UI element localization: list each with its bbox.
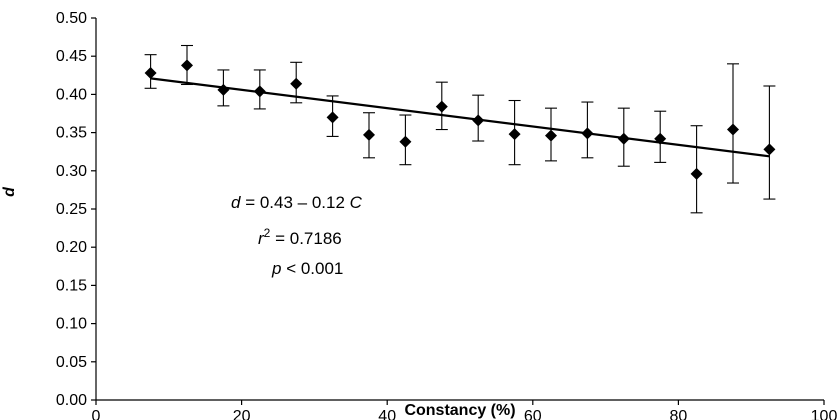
data-point-diamond	[545, 129, 557, 142]
x-tick-label: 0	[92, 408, 101, 420]
y-tick-label: 0.15	[56, 277, 87, 294]
y-tick-label: 0.25	[56, 201, 87, 218]
data-point-diamond	[654, 132, 667, 145]
data-point-diamond	[290, 77, 303, 90]
y-tick-group: 0.00 0.05 0.10 0.15 0.20 0.25 0.30 0.35 0.40 0.45…	[56, 10, 96, 409]
y-tick-label: 0.30	[56, 163, 87, 180]
data-point-diamond	[326, 111, 339, 124]
data-point-diamond	[363, 128, 375, 141]
data-point-diamond	[217, 83, 230, 96]
x-tick-label: 20	[233, 408, 251, 420]
plot-area	[144, 44, 776, 214]
x-tick-group: 0 20 40 60 80 100	[92, 400, 838, 420]
data-point-diamond	[435, 100, 448, 113]
x-tick-label: 100	[811, 408, 838, 420]
x-tick-label: 80	[670, 408, 688, 420]
data-point-diamond	[581, 127, 594, 140]
y-tick-label: 0.40	[56, 86, 87, 103]
data-point-diamond	[727, 123, 739, 136]
trendline	[150, 77, 770, 158]
equation-annotation: d = 0.43 – 0.12 C	[231, 193, 363, 212]
data-point-diamond	[144, 67, 157, 80]
data-point-diamond	[690, 167, 703, 180]
r-squared-annotation: r2 = 0.7186	[258, 226, 342, 248]
data-point-diamond	[253, 85, 266, 98]
data-point-diamond	[763, 143, 776, 156]
y-tick-label: 0.20	[56, 239, 87, 256]
x-tick-label: 60	[524, 408, 542, 420]
p-value-annotation: p < 0.001	[271, 259, 343, 278]
y-tick-label: 0.50	[56, 10, 87, 27]
y-axis-title: d	[1, 186, 18, 197]
data-point-diamond	[472, 114, 485, 127]
x-axis-title: Constancy (%)	[404, 402, 515, 419]
data-point-diamond	[181, 59, 193, 72]
x-tick-label: 40	[378, 408, 396, 420]
y-tick-label: 0.00	[56, 392, 87, 409]
y-tick-label: 0.45	[56, 48, 87, 65]
y-tick-label: 0.35	[56, 125, 87, 142]
y-tick-label: 0.05	[56, 354, 87, 371]
data-point-diamond	[399, 135, 412, 148]
data-point-diamond	[617, 132, 630, 145]
y-tick-label: 0.10	[56, 316, 87, 333]
data-point-diamond	[508, 128, 521, 141]
